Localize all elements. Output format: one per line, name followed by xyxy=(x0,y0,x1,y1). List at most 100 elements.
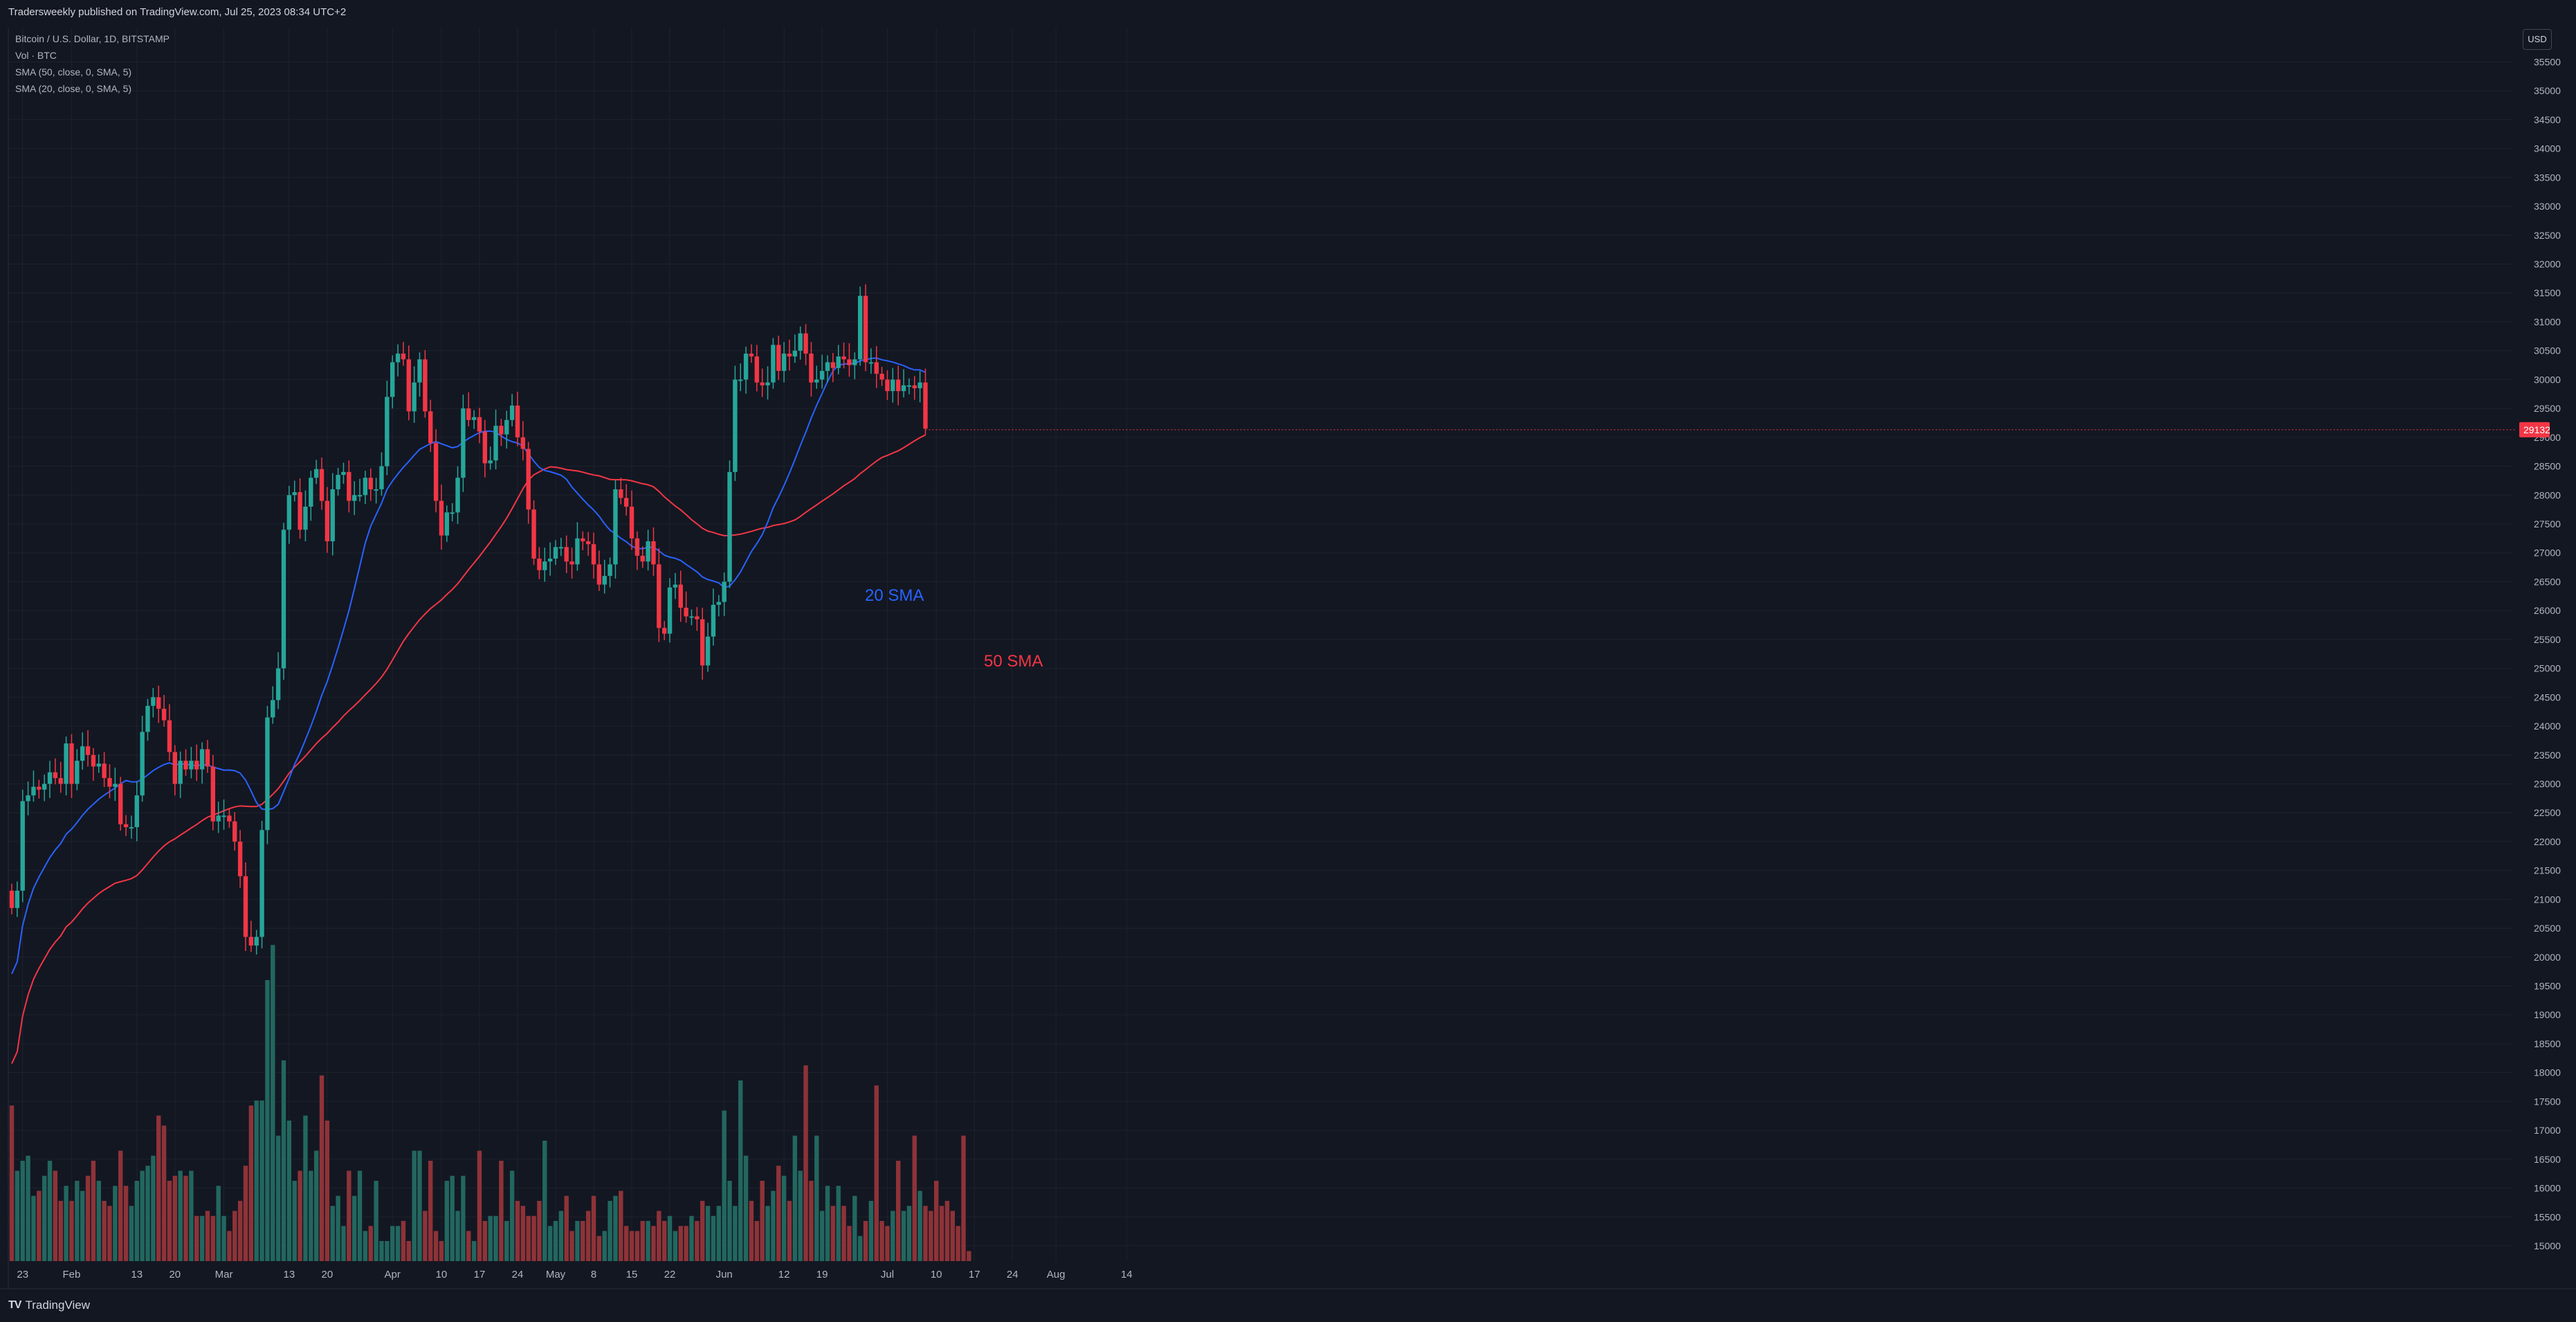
legend-volume[interactable]: Vol · BTC xyxy=(15,50,57,61)
volume-bar xyxy=(781,1175,787,1261)
volume-bar xyxy=(623,1226,629,1261)
candle-body xyxy=(673,584,678,588)
volume-bar xyxy=(134,1181,139,1261)
candle-body xyxy=(895,379,901,392)
candle-body xyxy=(9,890,15,908)
price-tick-label: 30000 xyxy=(2534,374,2561,385)
volume-bar xyxy=(281,1060,286,1261)
volume-bar xyxy=(651,1226,656,1261)
candle-body xyxy=(275,668,281,700)
candle-body xyxy=(471,417,477,420)
candle-body xyxy=(749,353,754,357)
volume-bar xyxy=(825,1186,830,1261)
volume-bar xyxy=(47,1161,53,1261)
candle-body xyxy=(129,827,134,829)
volume-bar xyxy=(374,1181,378,1261)
volume-bar xyxy=(167,1181,172,1261)
currency-button[interactable]: USD xyxy=(2523,29,2552,50)
candle-body xyxy=(237,841,243,876)
volume-bar xyxy=(96,1181,101,1261)
candle-body xyxy=(401,353,406,360)
legend-sma50[interactable]: SMA (50, close, 0, SMA, 5) xyxy=(15,66,132,78)
legend-symbol[interactable]: Bitcoin / U.S. Dollar, 1D, BITSTAMP xyxy=(15,33,170,44)
volume-bar xyxy=(156,1115,161,1261)
candle-body xyxy=(259,830,264,937)
candle-body xyxy=(640,555,645,562)
volume-bar xyxy=(684,1226,688,1261)
volume-bar xyxy=(520,1206,526,1261)
candle-body xyxy=(809,353,814,383)
candle-body xyxy=(836,356,841,368)
sma-20-path xyxy=(11,357,926,975)
candle-body xyxy=(619,489,623,498)
time-axis[interactable]: 23 Feb 13 20 Mar 13 20 Apr 10 17 24 May 8 15 22 Jun 12 19… xyxy=(17,1269,1132,1280)
candle-body xyxy=(722,581,727,602)
time-tick-label: 19 xyxy=(816,1269,828,1280)
volume-bar xyxy=(31,1195,36,1261)
volume-bar xyxy=(271,945,275,1261)
candle-body xyxy=(439,500,444,536)
candle-body xyxy=(351,495,357,501)
time-tick-label: 8 xyxy=(591,1269,596,1280)
price-axis[interactable]: 15000 15500 16000 16500 17000 17500 18000 18500… xyxy=(925,56,2561,1251)
candle-body xyxy=(341,471,346,476)
legend-sma20[interactable]: SMA (20, close, 0, SMA, 5) xyxy=(15,83,132,94)
volume-bar xyxy=(221,1215,226,1261)
volume-bar xyxy=(341,1226,346,1261)
candle-body xyxy=(515,405,520,437)
price-tick-label: 22500 xyxy=(2534,807,2561,818)
annotation-20-sma: 20 SMA xyxy=(865,586,924,605)
candle-body xyxy=(216,815,221,822)
time-tick-label: May xyxy=(546,1269,566,1280)
volume-bar xyxy=(613,1195,618,1261)
candle-body xyxy=(634,538,640,556)
candle-body xyxy=(265,717,270,831)
volume-bar xyxy=(754,1221,760,1261)
candle-body xyxy=(743,353,749,380)
candle-body xyxy=(298,492,302,530)
candle-body xyxy=(145,705,150,732)
candle-body xyxy=(417,359,422,383)
candle-body xyxy=(542,561,547,570)
price-tick-label: 15000 xyxy=(2534,1240,2561,1251)
candle-body xyxy=(189,761,194,770)
time-tick-label: Jul xyxy=(881,1269,894,1280)
volume-bar xyxy=(26,1155,30,1261)
candle-body xyxy=(678,584,683,608)
price-tick-label: 17500 xyxy=(2534,1096,2561,1107)
volume-bar xyxy=(477,1150,482,1261)
price-tick-label: 15500 xyxy=(2534,1211,2561,1222)
volume-bar xyxy=(629,1231,634,1261)
volume-bar xyxy=(395,1226,401,1261)
price-tick-label: 28500 xyxy=(2534,461,2561,472)
candle-body xyxy=(520,437,526,449)
volume-bar xyxy=(499,1161,504,1261)
volume-bar xyxy=(309,1170,313,1261)
price-tick-label: 26000 xyxy=(2534,605,2561,616)
volume-bar xyxy=(259,1101,264,1261)
candle-body xyxy=(248,936,254,946)
price-tick-label: 18000 xyxy=(2534,1067,2561,1078)
candle-body xyxy=(787,353,792,357)
time-tick-label: 24 xyxy=(512,1269,524,1280)
volume-bar xyxy=(906,1206,912,1261)
price-tick-label: 33000 xyxy=(2534,201,2561,212)
volume-bar xyxy=(379,1241,384,1261)
candle-body xyxy=(912,385,917,388)
candle-body xyxy=(852,359,857,365)
volume-bar xyxy=(619,1190,623,1261)
price-tick-label: 16500 xyxy=(2534,1154,2561,1165)
candle-body xyxy=(830,362,836,368)
time-tick-label: Aug xyxy=(1047,1269,1066,1280)
volume-bar xyxy=(210,1215,216,1261)
volume-bar xyxy=(857,1235,863,1261)
candle-body xyxy=(700,619,705,666)
volume-bar xyxy=(265,980,270,1261)
volume-bar xyxy=(716,1206,721,1261)
candle-body xyxy=(227,815,232,822)
time-tick-label: Feb xyxy=(63,1269,81,1280)
price-tick-label: 20000 xyxy=(2534,952,2561,963)
candle-body xyxy=(803,333,808,354)
volume-bar xyxy=(558,1211,564,1261)
